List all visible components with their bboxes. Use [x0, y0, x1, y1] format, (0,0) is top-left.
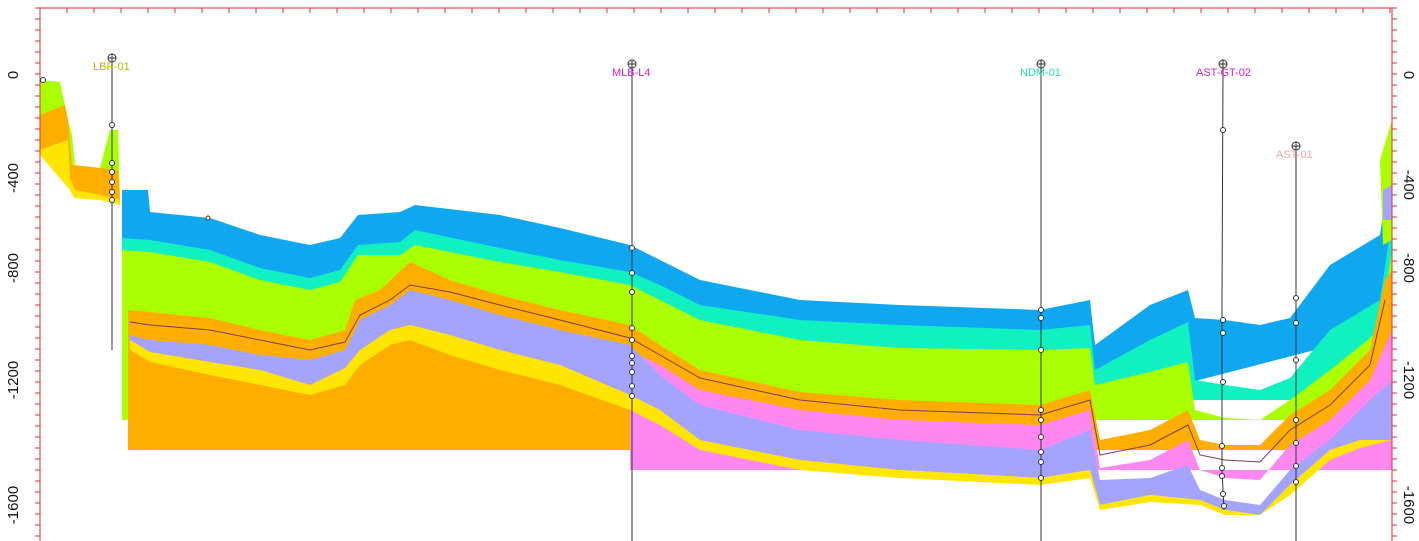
- well-ast-01[interactable]: AST-01: [1276, 141, 1313, 541]
- right-tick-1: -400: [1400, 170, 1417, 200]
- well-label: AST-01: [1276, 149, 1313, 161]
- right-depth-axis: 0 -400 -800 -1200 -1600: [1400, 71, 1417, 524]
- layer-lavender-right: [1383, 185, 1392, 220]
- left-depth-axis: 0 -400 -800 -1200 -1600: [5, 71, 22, 524]
- well-label: NDM-01: [1020, 67, 1061, 79]
- well-label: AST-GT-02: [1196, 67, 1251, 79]
- well-ast-gt-02[interactable]: AST-GT-02: [1196, 59, 1251, 511]
- horizon-line: [129, 284, 1386, 463]
- right-tick-0: 0: [1400, 71, 1417, 79]
- right-tick-2: -800: [1400, 253, 1417, 283]
- well-lbp-01[interactable]: LBP-01: [93, 53, 130, 350]
- layers: [40, 80, 1392, 515]
- right-tick-4: -1600: [1400, 486, 1417, 524]
- well-mlb-l4[interactable]: MLB-L4: [612, 59, 651, 541]
- edge-marker: [205, 215, 211, 221]
- left-tick-2: -800: [5, 253, 22, 283]
- layer-orange-left: [40, 105, 120, 200]
- right-tick-3: -1200: [1400, 361, 1417, 399]
- well-ndm-01[interactable]: NDM-01: [1020, 59, 1061, 541]
- left-tick-4: -1600: [5, 486, 22, 524]
- layer-lavender: [130, 290, 1392, 515]
- wells: LBP-01 MLB-L4: [40, 53, 1313, 541]
- frame: [35, 7, 1397, 541]
- well-label: MLB-L4: [612, 67, 651, 79]
- left-tick-3: -1200: [5, 361, 22, 399]
- left-tick-0: 0: [5, 71, 22, 79]
- left-tick-1: -400: [5, 163, 22, 193]
- edge-marker: [40, 77, 46, 83]
- layer-yellow-left: [40, 140, 120, 205]
- well-label: LBP-01: [93, 61, 130, 73]
